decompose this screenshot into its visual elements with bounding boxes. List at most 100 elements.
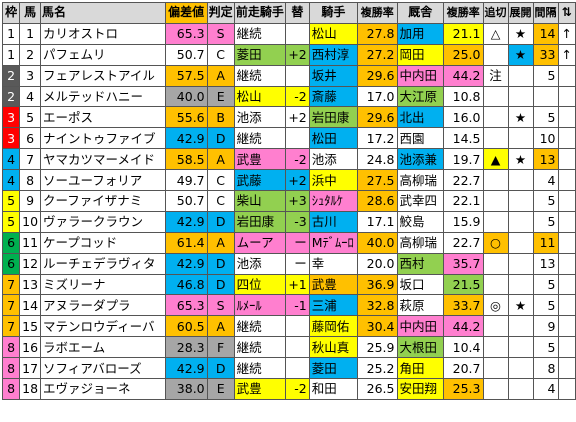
trainer-cell: 萩原 [396, 294, 445, 317]
trainer-cell: 安田翔 [396, 378, 445, 400]
horse-number-cell: 6 [19, 127, 42, 150]
grade-cell: D [206, 210, 235, 233]
trainer-rate-cell: 20.7 [443, 357, 484, 380]
jockey-cell: 池添 [308, 148, 359, 171]
trainer-cell: 西村 [396, 252, 445, 275]
jockey-cell: 岩田康 [308, 106, 359, 129]
jockey-cell: 坂井 [308, 64, 359, 87]
trainer-cell: 加用 [396, 22, 445, 45]
interval-cell [532, 85, 559, 108]
jockey-change-cell: -2 [285, 378, 310, 400]
trainer-rate-cell: 35.7 [443, 252, 484, 275]
trend-icon-cell [557, 336, 576, 359]
tenkai-mark-cell [507, 210, 534, 233]
jockey-rate-cell: 20.0 [357, 252, 398, 275]
oikiri-mark-cell [482, 85, 509, 108]
tenkai-mark-cell [507, 336, 534, 359]
tenkai-mark-cell: ★ [507, 106, 534, 129]
score-cell: 58.5 [164, 148, 208, 171]
waku-cell: 3 [1, 106, 21, 129]
header-num: 馬 [19, 2, 42, 24]
trainer-rate-cell: 10.8 [443, 85, 484, 108]
jockey-change-cell: +2 [285, 43, 310, 66]
header-grade: 判定 [206, 2, 235, 24]
prev-jockey-cell: 継続 [233, 22, 287, 45]
interval-cell: 5 [532, 210, 559, 233]
waku-cell: 8 [1, 336, 21, 359]
waku-cell: 4 [1, 148, 21, 171]
horse-number-cell: 5 [19, 106, 42, 129]
trend-icon-cell [557, 127, 576, 150]
jockey-change-cell [285, 127, 310, 150]
tenkai-mark-cell: ★ [507, 43, 534, 66]
oikiri-mark-cell [482, 190, 509, 212]
trainer-rate-cell: 10.4 [443, 336, 484, 359]
horse-number-cell: 4 [19, 85, 42, 108]
trainer-cell: 中内田 [396, 64, 445, 87]
trainer-cell: 大江原 [396, 85, 445, 108]
score-cell: 42.9 [164, 357, 208, 380]
prev-jockey-cell: 池添 [233, 252, 287, 275]
oikiri-mark-cell [482, 210, 509, 233]
trainer-rate-cell: 21.1 [443, 22, 484, 45]
interval-cell: 33 [532, 43, 559, 66]
waku-cell: 4 [1, 169, 21, 192]
oikiri-mark-cell [482, 127, 509, 150]
horse-name-cell: ルーチェデラヴィタ [40, 252, 166, 275]
grade-cell: C [206, 190, 235, 212]
oikiri-mark-cell [482, 336, 509, 359]
prev-jockey-cell: 継続 [233, 64, 287, 87]
grade-cell: S [206, 294, 235, 317]
tenkai-mark-cell [507, 273, 534, 296]
header-trainer: 厩舎 [396, 2, 445, 24]
tenkai-mark-cell [507, 169, 534, 192]
trend-icon-cell [557, 294, 576, 317]
trend-icon-cell: ↑ [557, 22, 576, 45]
jockey-rate-cell: 24.8 [357, 148, 398, 171]
horse-number-cell: 17 [19, 357, 42, 380]
trainer-cell: 鮫島 [396, 210, 445, 233]
trainer-rate-cell: 44.2 [443, 64, 484, 87]
table-body: 1 1 カリオストロ 65.3 S 継続 松山 27.8 加用 21.1 △ ★ 14 ↑ 1 2 パフェムリ 5… [1, 22, 576, 400]
trainer-rate-cell: 25.3 [443, 378, 484, 400]
table-row: 5 10 ヴァラークラウン 42.9 D 岩田康 -3 古川 17.1 鮫島 15.9 5 [1, 210, 576, 233]
header-prev-jockey: 前走騎手 [233, 2, 287, 24]
table-row: 2 3 フェアレストアイル 57.5 A 継続 坂井 29.6 中内田 44.2 注 5 [1, 64, 576, 87]
jockey-cell: 西村淳 [308, 43, 359, 66]
jockey-cell: 藤岡佑 [308, 315, 359, 338]
table-row: 3 6 ナイントゥファイブ 42.9 D 継続 松田 17.2 西園 14.5 10 [1, 127, 576, 150]
header-kankaku: 間隔 [532, 2, 559, 24]
trainer-cell: 高柳瑞 [396, 169, 445, 192]
jockey-change-cell [285, 336, 310, 359]
trend-icon-cell [557, 64, 576, 87]
trainer-cell: 西園 [396, 127, 445, 150]
score-cell: 38.0 [164, 378, 208, 400]
jockey-change-cell: -1 [285, 294, 310, 317]
header-jockey: 騎手 [308, 2, 359, 24]
score-cell: 46.8 [164, 273, 208, 296]
jockey-rate-cell: 40.0 [357, 231, 398, 254]
grade-cell: C [206, 43, 235, 66]
horse-number-cell: 9 [19, 190, 42, 212]
horse-number-cell: 16 [19, 336, 42, 359]
horse-name-cell: ナイントゥファイブ [40, 127, 166, 150]
prev-jockey-cell: ﾙﾒｰﾙ [233, 294, 287, 317]
trend-icon-cell [557, 85, 576, 108]
oikiri-mark-cell [482, 273, 509, 296]
table-row: 8 18 エヴァジョーネ 38.0 E 武豊 -2 和田 26.5 安田翔 25.3 4 [1, 378, 576, 400]
interval-cell: 4 [532, 378, 559, 400]
oikiri-mark-cell: △ [482, 22, 509, 45]
horse-number-cell: 10 [19, 210, 42, 233]
tenkai-mark-cell [507, 64, 534, 87]
prev-jockey-cell: 武豊 [233, 148, 287, 171]
table-row: 1 1 カリオストロ 65.3 S 継続 松山 27.8 加用 21.1 △ ★ 14 ↑ [1, 22, 576, 45]
oikiri-mark-cell [482, 43, 509, 66]
interval-cell: 5 [532, 106, 559, 129]
prev-jockey-cell: 池添 [233, 106, 287, 129]
interval-cell: 9 [532, 315, 559, 338]
score-cell: 61.4 [164, 231, 208, 254]
prev-jockey-cell: 武藤 [233, 169, 287, 192]
oikiri-mark-cell [482, 378, 509, 400]
horse-number-cell: 2 [19, 43, 42, 66]
horse-name-cell: マテンロウディーバ [40, 315, 166, 338]
